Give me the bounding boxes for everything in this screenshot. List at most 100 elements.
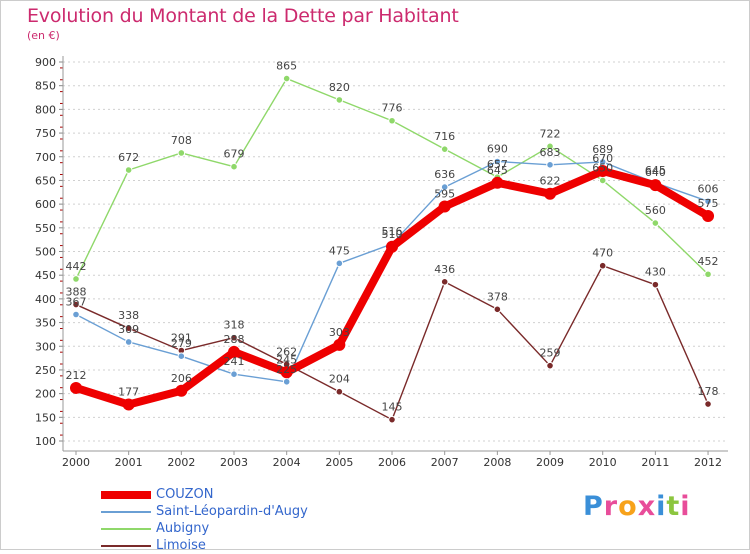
x-tick-label: 2010	[589, 456, 617, 469]
data-label: 245	[276, 353, 297, 366]
logo-letter: r	[603, 491, 619, 522]
data-label: 204	[329, 373, 350, 386]
data-point	[230, 370, 238, 379]
data-label: 178	[698, 385, 719, 398]
data-point	[70, 381, 82, 394]
data-label: 820	[329, 81, 350, 94]
data-label: 657	[487, 158, 508, 171]
data-point	[491, 176, 504, 189]
data-point	[177, 352, 186, 360]
data-point	[72, 275, 80, 283]
data-point	[651, 219, 660, 227]
data-label: 595	[434, 187, 455, 200]
data-label: 470	[592, 247, 613, 260]
y-tick-label: 750	[35, 127, 56, 140]
legend-label: Limoise	[156, 538, 206, 553]
data-point	[651, 280, 660, 289]
legend-swatch	[101, 545, 151, 547]
x-tick-label: 2001	[115, 456, 143, 469]
data-label: 318	[224, 319, 245, 332]
data-label: 640	[645, 166, 666, 179]
y-tick-label: 250	[35, 364, 56, 377]
data-label: 259	[540, 347, 561, 360]
data-label: 670	[592, 152, 613, 165]
y-tick-label: 300	[35, 340, 56, 353]
data-point	[124, 324, 133, 333]
data-label: 622	[540, 175, 561, 188]
x-tick-label: 2005	[325, 456, 353, 469]
data-label: 645	[487, 164, 508, 177]
data-point	[72, 310, 80, 319]
data-label: 442	[66, 260, 87, 273]
x-tick-label: 2008	[483, 456, 511, 469]
data-label: 430	[645, 266, 666, 279]
logo-letter: P	[583, 491, 604, 522]
data-point	[124, 338, 133, 346]
y-tick-label: 350	[35, 317, 56, 330]
chart-subtitle: (en €)	[27, 29, 60, 42]
data-point	[493, 157, 502, 166]
data-label: 516	[382, 225, 403, 238]
logo-letter: t	[666, 491, 681, 522]
data-label: 645	[645, 164, 666, 177]
data-label: 262	[276, 345, 297, 358]
y-tick-label: 600	[35, 198, 56, 211]
data-label: 303	[329, 326, 350, 339]
legend-swatch	[101, 511, 151, 513]
x-tick-label: 2007	[431, 456, 459, 469]
data-label: 722	[540, 127, 561, 140]
y-tick-label: 800	[35, 103, 56, 116]
data-label: 636	[434, 168, 455, 181]
data-label: 378	[487, 290, 508, 303]
data-point	[124, 166, 133, 174]
data-label: 291	[171, 332, 192, 345]
y-tick-label: 850	[35, 80, 56, 93]
data-point	[388, 116, 396, 125]
data-point	[546, 361, 554, 370]
data-point	[175, 384, 188, 397]
data-label: 177	[118, 386, 139, 399]
legend-label: COUZON	[156, 487, 214, 502]
logo-letter: i	[680, 491, 691, 522]
chart-title: Evolution du Montant de la Dette par Hab…	[27, 5, 459, 27]
data-point	[230, 162, 238, 171]
x-tick-label: 2009	[536, 456, 564, 469]
data-point	[122, 398, 135, 411]
x-tick-label: 2006	[378, 456, 406, 469]
data-label: 776	[382, 102, 403, 115]
x-tick-label: 2002	[167, 456, 195, 469]
data-point	[333, 338, 346, 351]
legend-swatch	[101, 491, 151, 499]
y-tick-label: 450	[35, 269, 56, 282]
x-tick-label: 2011	[641, 456, 669, 469]
data-label: 606	[698, 182, 719, 195]
data-label: 575	[698, 197, 719, 210]
data-label: 650	[592, 161, 613, 174]
data-point	[335, 387, 344, 396]
y-tick-label: 200	[35, 388, 56, 401]
data-point	[177, 149, 186, 157]
data-label: 279	[171, 337, 192, 350]
data-point	[282, 74, 291, 83]
data-point	[440, 183, 449, 191]
data-point	[440, 145, 449, 153]
data-label: 436	[434, 263, 455, 276]
data-point	[598, 261, 607, 270]
logo-letter: o	[618, 491, 638, 522]
data-label: 716	[434, 130, 455, 143]
data-label: 452	[698, 255, 719, 268]
data-label: 679	[224, 148, 245, 161]
data-label: 683	[540, 146, 561, 159]
data-label: 338	[118, 309, 139, 322]
x-tick-label: 2004	[273, 456, 301, 469]
data-point	[598, 176, 607, 185]
data-label: 708	[171, 134, 192, 147]
y-tick-label: 100	[35, 435, 56, 448]
y-tick-label: 700	[35, 151, 56, 164]
x-tick-label: 2003	[220, 456, 248, 469]
data-point	[386, 240, 399, 253]
data-point	[280, 366, 293, 379]
data-label: 241	[224, 355, 245, 368]
